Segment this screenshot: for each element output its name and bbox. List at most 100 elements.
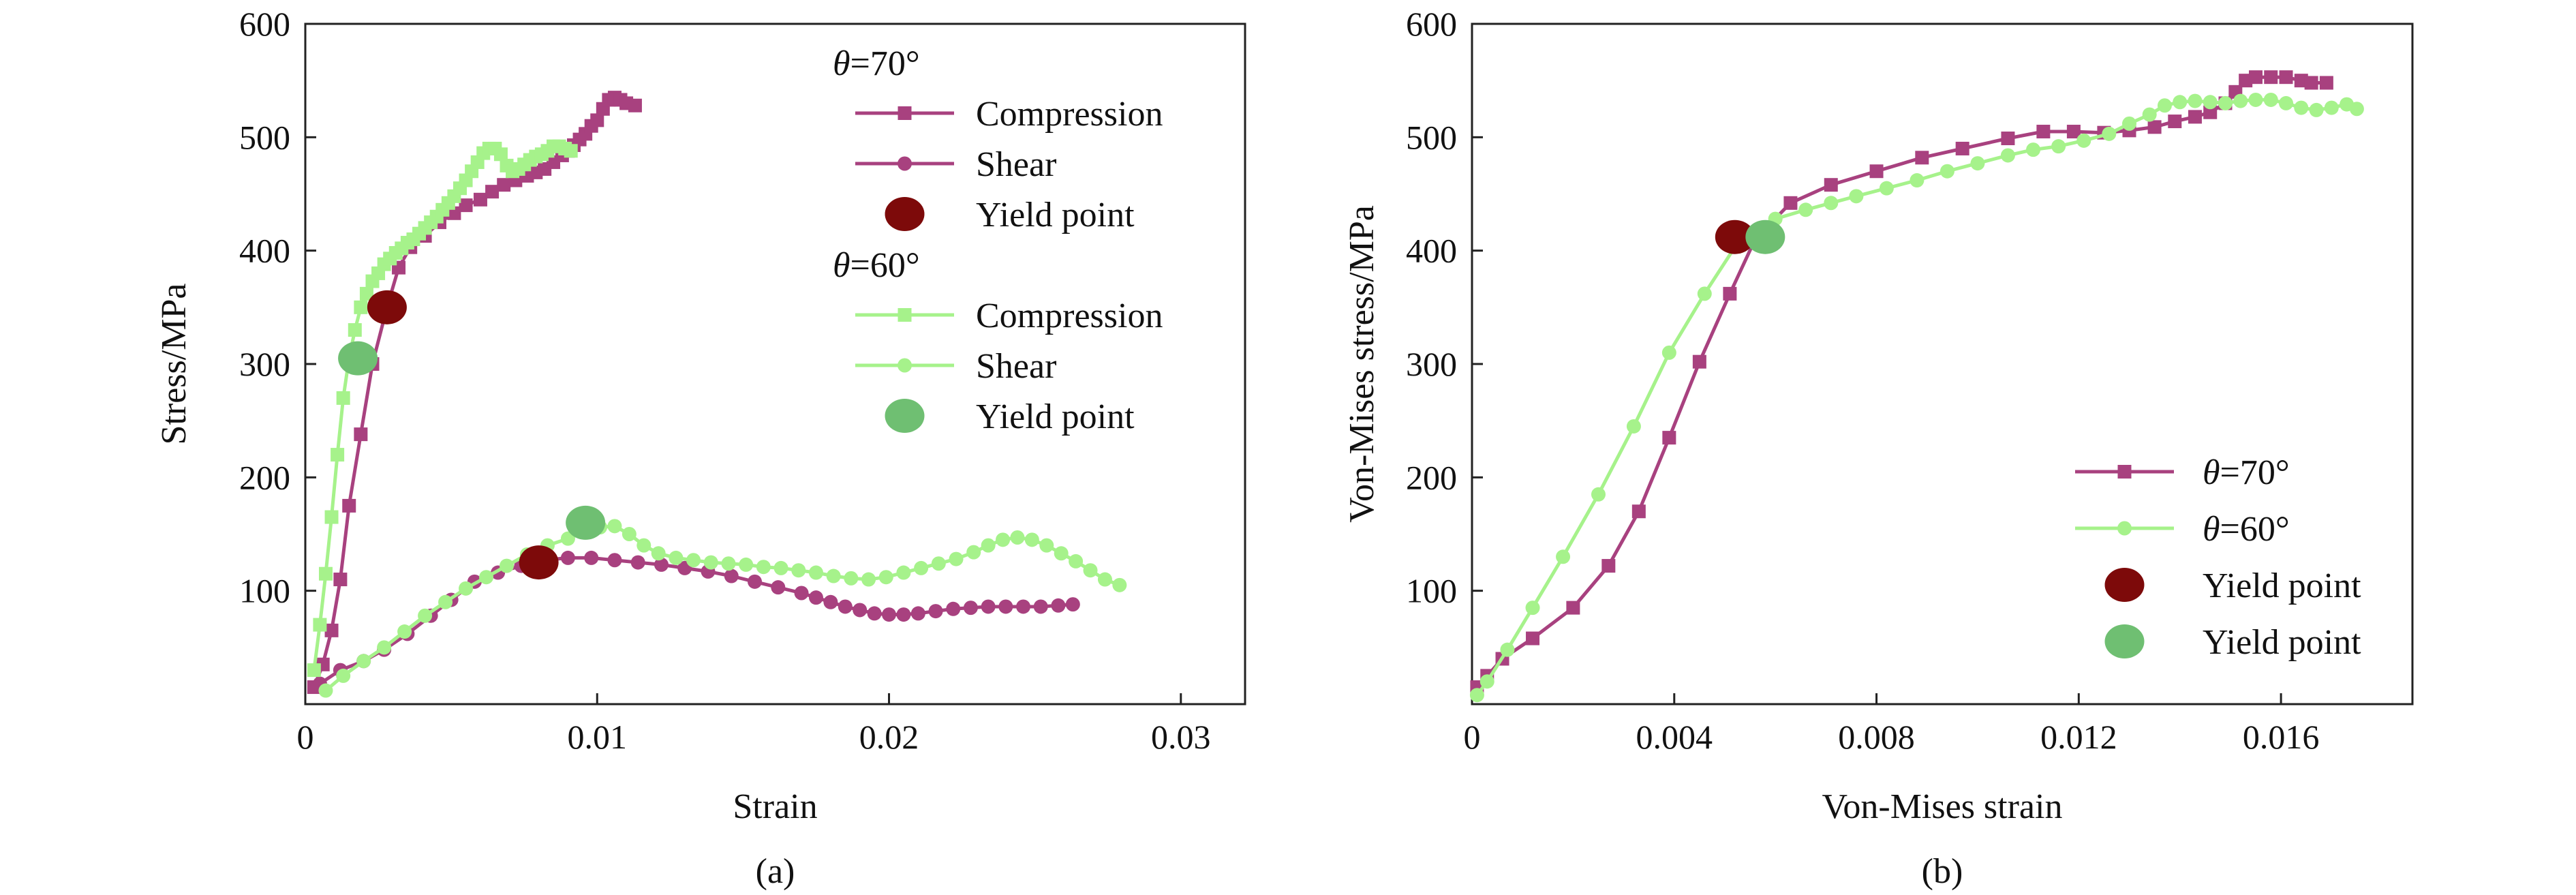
legend-angle: =70°	[2220, 453, 2290, 492]
theta-symbol: θ	[833, 44, 850, 83]
legend-item: Yield point	[2104, 623, 2361, 662]
legend-marker	[898, 358, 912, 373]
data-point	[1798, 202, 1813, 217]
data-point	[637, 538, 651, 553]
data-point	[497, 178, 511, 192]
data-point	[2173, 95, 2188, 110]
data-point	[2309, 102, 2324, 117]
data-point	[2233, 93, 2248, 108]
y-tick-label: 200	[1406, 458, 1457, 496]
x-tick-label: 0	[1464, 718, 1481, 756]
data-point	[1051, 598, 1066, 613]
data-point	[318, 566, 333, 581]
data-point	[2324, 100, 2339, 115]
data-point	[1566, 601, 1580, 615]
data-point	[756, 560, 771, 575]
data-point	[493, 147, 508, 162]
yield-point-marker	[1715, 219, 1755, 254]
data-point	[564, 144, 578, 158]
yield-point-marker	[338, 341, 378, 376]
data-point	[307, 663, 321, 678]
data-point	[748, 574, 763, 589]
data-point	[773, 560, 788, 575]
legend-label: θ=60°	[2203, 510, 2290, 549]
data-point	[1525, 601, 1540, 616]
data-point	[2000, 148, 2015, 163]
data-point	[791, 563, 806, 578]
data-point	[1083, 563, 1098, 578]
data-point	[1016, 599, 1031, 614]
legend-marker	[2117, 521, 2132, 536]
legend-group-angle: =60°	[850, 246, 920, 285]
data-point	[2203, 105, 2218, 119]
plot-area	[307, 91, 1127, 698]
legend-item: Yield point	[885, 397, 1135, 436]
data-point	[2203, 95, 2218, 110]
data-point	[981, 599, 996, 614]
data-point	[1054, 546, 1069, 561]
data-point	[2279, 95, 2294, 110]
data-point	[2147, 120, 2162, 134]
data-point	[324, 623, 339, 637]
data-point	[654, 557, 669, 572]
chart-panel-b: 0 0.004 0.008 0.012 0.016 100 200 300 400 500 600 V…	[1343, 5, 2414, 891]
legend-item: Shear	[855, 145, 1056, 184]
series-line	[312, 95, 636, 688]
legend-label: Yield point	[976, 397, 1135, 436]
legend-item: Yield point	[2104, 566, 2361, 605]
x-tick-label: 0.02	[859, 718, 919, 756]
data-point	[1479, 674, 1494, 689]
legend-marker	[898, 308, 912, 322]
x-tick-label: 0.008	[1838, 718, 1915, 756]
data-point	[1626, 419, 1641, 434]
data-point	[2249, 70, 2263, 85]
legend-item: Compression	[855, 297, 1163, 335]
legend-label: Yield point	[2203, 623, 2361, 662]
data-point	[1010, 530, 1025, 545]
legend-label: Shear	[976, 145, 1056, 184]
data-point	[607, 519, 622, 534]
legend-item: Shear	[855, 347, 1056, 386]
data-point	[590, 113, 604, 127]
plot-area	[1469, 70, 2364, 703]
data-point	[998, 599, 1013, 614]
legend-marker	[2104, 568, 2145, 602]
data-point	[996, 532, 1011, 547]
data-point	[2264, 70, 2278, 85]
data-point	[2036, 125, 2051, 139]
legend-item: θ=60°	[2075, 510, 2290, 549]
data-point	[359, 286, 373, 301]
data-point	[1692, 354, 1706, 369]
x-tick-label: 0.004	[1636, 718, 1713, 756]
x-tick-label: 0.01	[568, 718, 628, 756]
data-point	[397, 624, 412, 639]
data-point	[914, 560, 929, 575]
data-point	[1661, 345, 1676, 360]
data-point	[500, 558, 514, 573]
data-point	[771, 580, 786, 595]
data-point	[377, 640, 392, 655]
data-point	[630, 555, 645, 570]
series-line	[1475, 97, 2358, 697]
data-point	[2026, 142, 2041, 157]
data-point	[342, 498, 356, 513]
y-tick-label: 200	[239, 458, 290, 496]
data-point	[808, 565, 823, 580]
data-point	[1783, 196, 1798, 210]
data-point	[931, 556, 946, 571]
legend-marker	[898, 106, 912, 120]
legend-item: Compression	[855, 95, 1163, 134]
y-tick-label: 500	[1406, 118, 1457, 156]
legend-marker	[898, 156, 912, 171]
data-point	[1033, 599, 1048, 614]
data-point	[459, 198, 473, 213]
data-point	[2248, 92, 2263, 107]
data-point	[896, 565, 911, 580]
data-point	[584, 550, 599, 565]
legend-label: Yield point	[2203, 566, 2361, 605]
legend-marker	[885, 399, 925, 433]
data-point	[2188, 110, 2202, 124]
data-point	[1097, 572, 1112, 587]
